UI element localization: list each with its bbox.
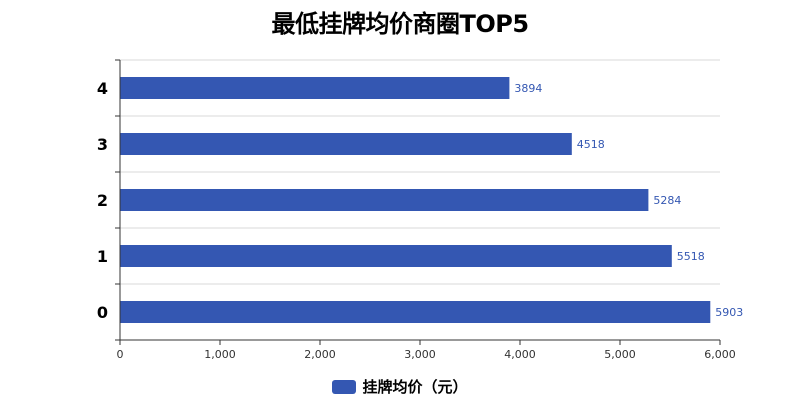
bar[interactable] xyxy=(120,301,711,323)
axes: 0 1 2 3 4 0 1,000 2,000 3,000 4,000 5,000 6,000 xyxy=(97,59,736,361)
x-tick-label: 3,000 xyxy=(404,348,436,361)
data-labels: 5903 5518 5284 4518 3894 xyxy=(514,82,743,319)
x-tick-label: 4,000 xyxy=(504,348,536,361)
bars xyxy=(120,77,711,323)
bar-value-label: 3894 xyxy=(514,82,542,95)
bar[interactable] xyxy=(120,77,510,99)
bar[interactable] xyxy=(120,133,572,155)
bar-value-label: 5518 xyxy=(677,250,705,263)
y-tick-label: 0 xyxy=(97,303,108,322)
x-tick-label: 1,000 xyxy=(204,348,236,361)
bar[interactable] xyxy=(120,189,649,211)
y-tick-label: 1 xyxy=(97,247,108,266)
y-tick-label: 3 xyxy=(97,135,108,154)
legend[interactable]: 挂牌均价（元） xyxy=(0,376,800,397)
bar-value-label: 4518 xyxy=(577,138,605,151)
x-tick-label: 0 xyxy=(117,348,124,361)
x-tick-label: 2,000 xyxy=(304,348,336,361)
y-tick-label: 4 xyxy=(97,79,108,98)
x-tick-label: 5,000 xyxy=(604,348,636,361)
x-tick-label: 6,000 xyxy=(704,348,736,361)
grid-lines xyxy=(120,59,720,285)
chart-title: 最低挂牌均价商圈TOP5 xyxy=(271,10,529,38)
legend-label[interactable]: 挂牌均价（元） xyxy=(362,378,468,396)
legend-swatch[interactable] xyxy=(332,379,357,394)
bar-value-label: 5903 xyxy=(715,306,743,319)
bar[interactable] xyxy=(120,245,672,267)
bar-value-label: 5284 xyxy=(653,194,681,207)
y-tick-label: 2 xyxy=(97,191,108,210)
